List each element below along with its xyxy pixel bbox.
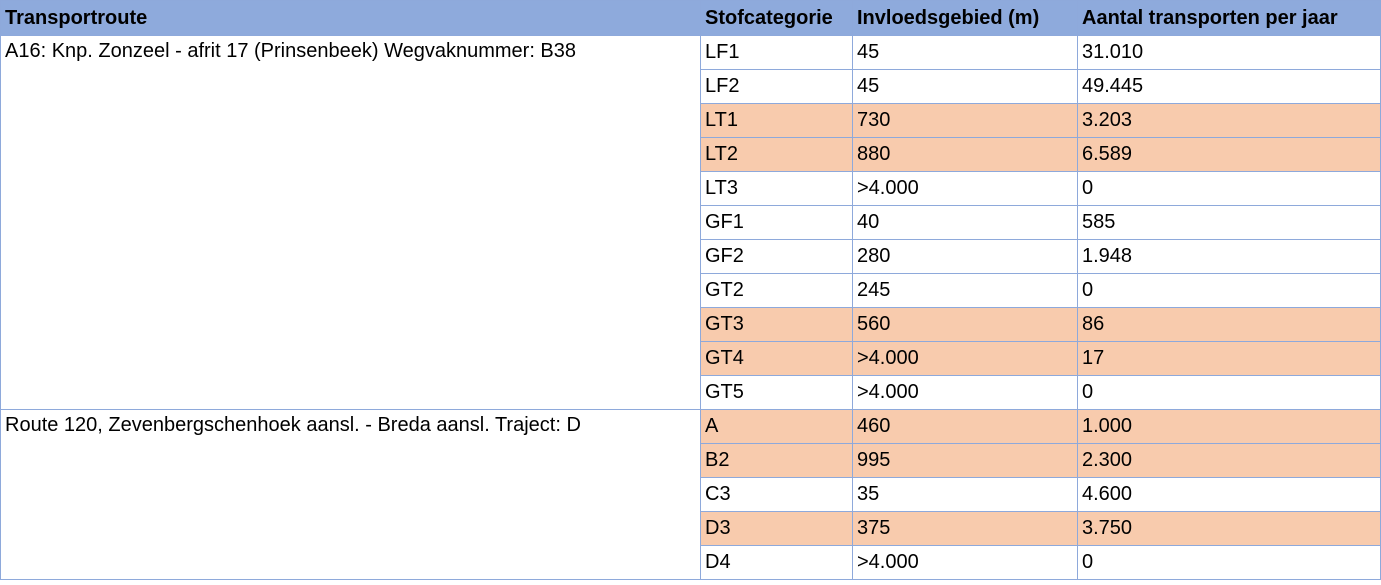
table-row: GT4 >4.000 17 [1,341,1381,376]
table-row: D3 375 3.750 [1,511,1381,546]
stofcategorie-cell: C3 [700,477,853,512]
invloedsgebied-cell: 245 [852,273,1078,308]
header-invloedsgebied: Invloedsgebied (m) [852,0,1078,36]
aantal-transporten-cell: 0 [1077,171,1381,206]
table-body: A16: Knp. Zonzeel - afrit 17 (Prinsenbee… [0,35,1381,580]
table-row: LT2 880 6.589 [1,137,1381,172]
header-aantal-transporten: Aantal transporten per jaar [1077,0,1381,36]
aantal-transporten-cell: 1.948 [1077,239,1381,274]
header-stofcategorie: Stofcategorie [700,0,853,36]
aantal-transporten-cell: 585 [1077,205,1381,240]
stofcategorie-cell: LF1 [700,35,853,70]
stofcategorie-cell: GT2 [700,273,853,308]
aantal-transporten-cell: 0 [1077,273,1381,308]
stofcategorie-cell: A [700,409,853,444]
table-row: LT1 730 3.203 [1,103,1381,138]
invloedsgebied-cell: >4.000 [852,341,1078,376]
stofcategorie-cell: LF2 [700,69,853,104]
invloedsgebied-cell: 730 [852,103,1078,138]
stofcategorie-cell: GF2 [700,239,853,274]
stofcategorie-cell: GT3 [700,307,853,342]
invloedsgebied-cell: >4.000 [852,545,1078,580]
aantal-transporten-cell: 0 [1077,545,1381,580]
table-row: LF2 45 49.445 [1,69,1381,104]
route-name-cell: Route 120, Zevenbergschenhoek aansl. - B… [0,409,701,580]
aantal-transporten-cell: 0 [1077,375,1381,410]
table-row: A16: Knp. Zonzeel - afrit 17 (Prinsenbee… [0,35,1381,410]
aantal-transporten-cell: 86 [1077,307,1381,342]
invloedsgebied-cell: 45 [852,35,1078,70]
stofcategorie-cell: GF1 [700,205,853,240]
aantal-transporten-cell: 49.445 [1077,69,1381,104]
table-row: Route 120, Zevenbergschenhoek aansl. - B… [0,409,1381,580]
table-row: B2 995 2.300 [1,443,1381,478]
invloedsgebied-cell: 995 [852,443,1078,478]
invloedsgebied-cell: 560 [852,307,1078,342]
invloedsgebied-cell: 280 [852,239,1078,274]
aantal-transporten-cell: 1.000 [1077,409,1381,444]
header-row: Transportroute Stofcategorie Invloedsgeb… [0,0,1381,36]
table-row: GT5 >4.000 0 [1,375,1381,410]
stofcategorie-cell: GT4 [700,341,853,376]
invloedsgebied-cell: 35 [852,477,1078,512]
invloedsgebied-cell: 460 [852,409,1078,444]
invloedsgebied-cell: 45 [852,69,1078,104]
aantal-transporten-cell: 2.300 [1077,443,1381,478]
header-transportroute: Transportroute [0,0,701,36]
table-header: Transportroute Stofcategorie Invloedsgeb… [0,0,1381,36]
aantal-transporten-cell: 3.203 [1077,103,1381,138]
aantal-transporten-cell: 4.600 [1077,477,1381,512]
stofcategorie-cell: LT1 [700,103,853,138]
stofcategorie-cell: B2 [700,443,853,478]
stofcategorie-cell: LT2 [700,137,853,172]
aantal-transporten-cell: 3.750 [1077,511,1381,546]
route-name-cell: A16: Knp. Zonzeel - afrit 17 (Prinsenbee… [0,35,701,410]
invloedsgebied-cell: 375 [852,511,1078,546]
table-row: GF1 40 585 [1,205,1381,240]
aantal-transporten-cell: 6.589 [1077,137,1381,172]
stofcategorie-cell: D3 [700,511,853,546]
stofcategorie-cell: GT5 [700,375,853,410]
aantal-transporten-cell: 31.010 [1077,35,1381,70]
table-row: GT3 560 86 [1,307,1381,342]
table-row: D4 >4.000 0 [1,545,1381,580]
invloedsgebied-cell: >4.000 [852,375,1078,410]
stofcategorie-cell: D4 [700,545,853,580]
invloedsgebied-cell: 880 [852,137,1078,172]
aantal-transporten-cell: 17 [1077,341,1381,376]
table-row: LT3 >4.000 0 [1,171,1381,206]
invloedsgebied-cell: 40 [852,205,1078,240]
invloedsgebied-cell: >4.000 [852,171,1078,206]
stofcategorie-cell: LT3 [700,171,853,206]
